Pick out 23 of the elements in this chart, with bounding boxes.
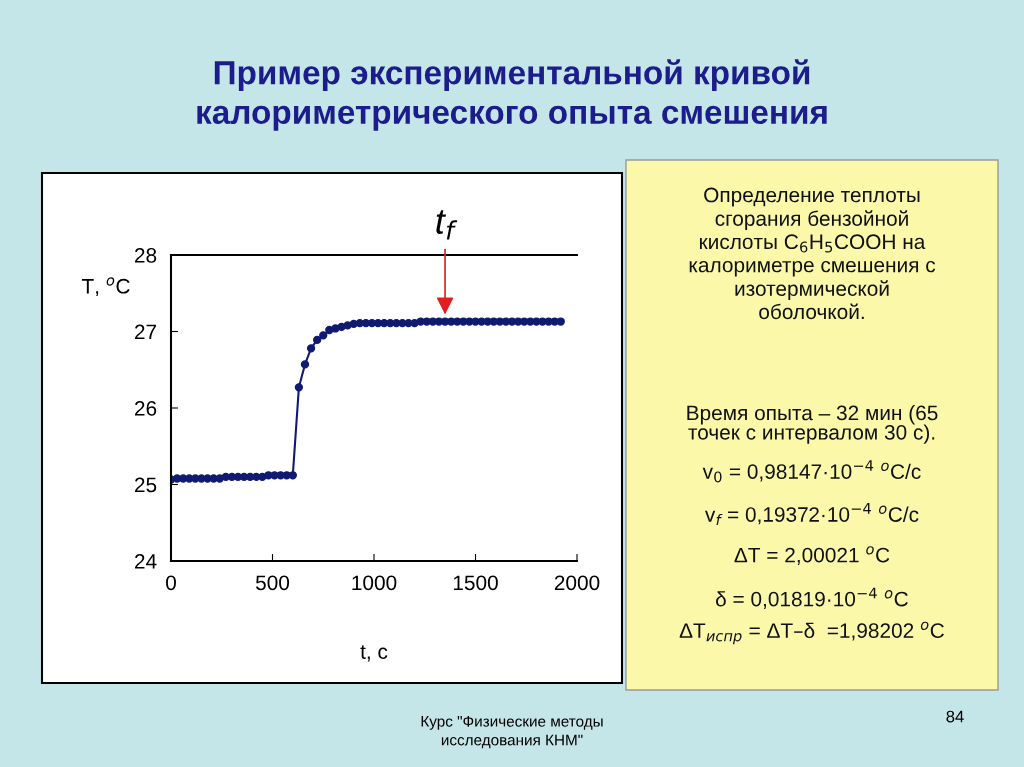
x-tick-label: 1000: [352, 575, 397, 591]
y-axis-title: T, $^{o}$C: [81, 277, 130, 297]
x-tick-label: 500: [255, 575, 290, 591]
x-tick-label: 2000: [554, 575, 600, 591]
y-tick-label: 24: [134, 554, 157, 569]
y-tick-label: 25: [134, 477, 157, 493]
text: δ = 0,01819·10$^{−4 o}$C: [716, 587, 908, 609]
text: ΔT$_{испр}$ = ΔT–δ =1,98202 $^{o}$C: [679, 621, 944, 645]
text: v$_{f}$ = 0,19372·10$^{−4 o}$C/c: [704, 503, 919, 526]
text: v$_{0}$ = 0,98147·10$^{−4 o}$C/c: [702, 460, 921, 483]
y-tick-label: 28: [134, 248, 157, 263]
text: 84: [946, 710, 964, 723]
text: ΔT = 2,00021 $^{o}$C: [734, 546, 890, 565]
x-tick-label: 1500: [453, 575, 498, 591]
x-axis-title: t, с: [360, 645, 388, 662]
text: Курс "Физические методы исследования КНМ": [421, 716, 603, 749]
x-tick-label: 0: [166, 575, 176, 591]
y-tick-label: 27: [134, 324, 157, 340]
text: Время опыта – 32 мин (65 точек с интервалом 30 с).: [687, 405, 938, 444]
y-tick-label: 26: [134, 401, 157, 416]
text: Определение теплоты сгорания бензойной кислоты C$_{6}$H$_{5}$COOH на калориметре смешения с изотермической оболочкой.: [689, 187, 936, 320]
annotation: t$_{f}$: [436, 210, 458, 240]
chart-title: Пример экспериментальной кривой калориметрического опыта смешения: [197, 59, 827, 131]
